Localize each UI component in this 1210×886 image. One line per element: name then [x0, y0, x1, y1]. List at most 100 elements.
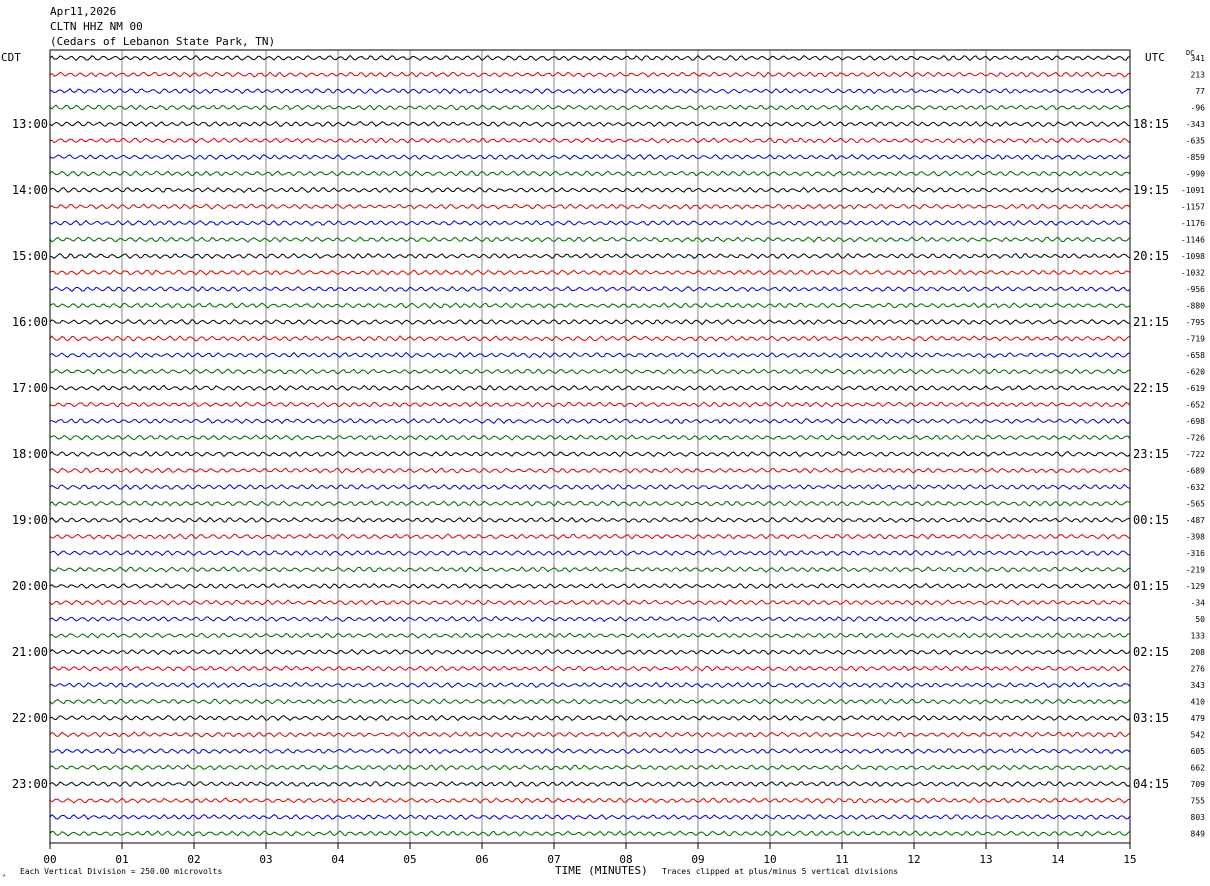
dc-offset-label: -689 [1186, 467, 1205, 476]
trace-17 [49, 318, 1131, 326]
dc-offset-label: -1098 [1181, 252, 1205, 261]
dc-offset-label: 803 [1191, 813, 1206, 822]
right-hour-label: 23:15 [1133, 447, 1169, 461]
left-hour-label: 14:00 [12, 183, 48, 197]
trace-14 [49, 269, 1131, 276]
trace-3 [49, 87, 1131, 95]
dc-offset-label: -859 [1186, 153, 1205, 162]
dc-offset-label: -726 [1186, 434, 1205, 443]
trace-44 [49, 764, 1131, 771]
dc-offset-label: -34 [1191, 599, 1206, 608]
trace-26 [49, 467, 1131, 474]
trace-20 [49, 368, 1131, 375]
right-hour-label: 01:15 [1133, 579, 1169, 593]
dc-offset-label: -632 [1186, 483, 1205, 492]
plot-frame [49, 49, 1131, 844]
trace-12 [49, 236, 1131, 243]
x-tick-label-04: 04 [331, 853, 345, 866]
dc-offset-label: -880 [1186, 302, 1205, 311]
dc-offset-header: DC [1186, 49, 1195, 57]
trace-42 [49, 731, 1131, 738]
left-timezone-label: CDT [1, 51, 21, 64]
x-tick-label-08: 08 [619, 853, 632, 866]
dc-offset-label: -219 [1186, 566, 1205, 575]
trace-29 [49, 516, 1131, 524]
trace-23 [49, 417, 1131, 425]
trace-11 [49, 219, 1131, 227]
dc-offset-label: 208 [1191, 648, 1206, 657]
trace-41 [49, 714, 1131, 722]
trace-10 [49, 203, 1131, 210]
dc-offset-label: -1146 [1181, 236, 1205, 245]
dc-offset-label: -722 [1186, 450, 1205, 459]
trace-36 [49, 632, 1131, 639]
trace-7 [49, 153, 1131, 161]
dc-offset-label: -398 [1186, 533, 1205, 542]
trace-22 [49, 401, 1131, 408]
right-hour-label: 22:15 [1133, 381, 1169, 395]
trace-9 [49, 186, 1131, 194]
left-hour-label: 15:00 [12, 249, 48, 263]
x-tick-label-02: 02 [187, 853, 200, 866]
dc-offset-label: 542 [1191, 731, 1206, 740]
dc-offset-label: -620 [1186, 368, 1205, 377]
trace-48 [49, 830, 1131, 837]
x-tick-label-00: 00 [43, 853, 56, 866]
trace-38 [49, 665, 1131, 672]
x-axis-label: TIME (MINUTES) [555, 864, 648, 877]
dc-offset-label: -635 [1186, 137, 1205, 146]
trace-40 [49, 698, 1131, 705]
dc-offset-label: 341 [1191, 54, 1206, 63]
dc-offset-label: -990 [1186, 170, 1205, 179]
trace-15 [49, 285, 1131, 293]
x-tick-label-05: 05 [403, 853, 416, 866]
x-tick-label-15: 15 [1123, 853, 1136, 866]
trace-16 [49, 302, 1131, 309]
right-timezone-label: UTC [1145, 51, 1165, 64]
x-tick-label-13: 13 [979, 853, 992, 866]
dc-offset-label: -129 [1186, 582, 1205, 591]
trace-21 [49, 384, 1131, 392]
left-hour-label: 19:00 [12, 513, 48, 527]
trace-4 [49, 104, 1131, 111]
logo-mark: ↗ [2, 872, 6, 879]
dc-offset-label: 410 [1191, 698, 1206, 707]
division-scale-note: Each Vertical Division = 250.00 microvol… [20, 867, 223, 876]
x-tick-label-06: 06 [475, 853, 488, 866]
dc-offset-label: -1091 [1181, 186, 1205, 195]
trace-27 [49, 483, 1131, 491]
dc-offset-label: 479 [1191, 714, 1206, 723]
dc-offset-label: -316 [1186, 549, 1205, 558]
right-hour-label: 03:15 [1133, 711, 1169, 725]
left-hour-label: 23:00 [12, 777, 48, 791]
trace-1 [49, 54, 1131, 62]
right-hour-label: 20:15 [1133, 249, 1169, 263]
trace-47 [49, 813, 1131, 821]
dc-offset-label: 662 [1191, 764, 1206, 773]
left-hour-label: 16:00 [12, 315, 48, 329]
trace-19 [49, 351, 1131, 359]
trace-6 [49, 137, 1131, 144]
trace-35 [49, 615, 1131, 623]
dc-offset-label: -487 [1186, 516, 1205, 525]
clipping-note: Traces clipped at plus/minus 5 vertical … [662, 867, 899, 876]
dc-offset-label: 849 [1191, 830, 1206, 839]
trace-33 [49, 582, 1131, 590]
trace-43 [49, 747, 1131, 755]
x-tick-label-14: 14 [1051, 853, 1065, 866]
trace-5 [49, 120, 1131, 128]
dc-offset-label: -619 [1186, 384, 1205, 393]
plot-date: Apr11,2026 [50, 5, 117, 18]
trace-32 [49, 566, 1131, 573]
right-hour-label: 00:15 [1133, 513, 1169, 527]
trace-31 [49, 549, 1131, 557]
trace-28 [49, 500, 1131, 507]
dc-offset-label: 50 [1195, 615, 1205, 624]
trace-13 [49, 252, 1131, 260]
x-tick-label-07: 07 [547, 853, 560, 866]
x-tick-label-10: 10 [763, 853, 776, 866]
dc-offset-label: -698 [1186, 417, 1205, 426]
dc-offset-label: 709 [1191, 780, 1206, 789]
dc-offset-label: -658 [1186, 351, 1205, 360]
